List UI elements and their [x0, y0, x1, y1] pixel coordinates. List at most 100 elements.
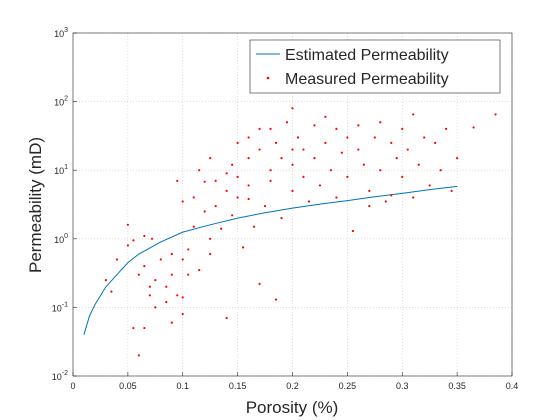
data-point: [335, 127, 338, 130]
data-point: [324, 115, 327, 118]
data-point: [247, 197, 250, 201]
data-point: [247, 136, 250, 139]
data-point: [406, 148, 409, 151]
data-point: [209, 157, 212, 160]
data-point: [181, 200, 184, 203]
tick-exponent: -1: [62, 301, 68, 308]
data-point: [324, 141, 327, 145]
data-point: [231, 163, 234, 166]
data-point: [428, 184, 431, 187]
data-point: [203, 180, 206, 183]
data-point: [346, 136, 349, 139]
data-point: [417, 163, 420, 166]
data-point: [269, 169, 272, 172]
x-tick-label: 0.4: [506, 381, 519, 391]
data-point: [192, 225, 195, 228]
data-point: [269, 179, 272, 182]
data-point: [165, 300, 168, 304]
legend-box: [249, 39, 501, 94]
data-point: [357, 124, 360, 127]
data-point: [313, 124, 316, 127]
tick-exponent: 1: [64, 164, 68, 171]
x-tick-label: 0.35: [448, 381, 466, 391]
tick-base: 10: [52, 372, 62, 382]
data-point: [258, 282, 261, 286]
data-point: [104, 279, 108, 282]
data-point: [209, 237, 212, 240]
x-tick-label: 0.2: [286, 381, 299, 391]
data-point: [445, 127, 448, 130]
data-point: [252, 225, 256, 228]
data-point: [291, 163, 294, 166]
data-point: [181, 296, 184, 299]
labels: 0 0.05 0.1 0.15 0.2 0.25 0.3 0.35 0.410-210-1100…: [52, 27, 519, 391]
data-point: [368, 189, 371, 192]
tick-base: 10: [52, 303, 62, 313]
data-point: [258, 127, 261, 130]
data-point: [170, 252, 173, 256]
data-point: [187, 273, 190, 276]
y-tick-label: 100: [54, 233, 68, 245]
data-point: [165, 285, 168, 288]
tick-exponent: 2: [64, 96, 68, 103]
data-point: [401, 127, 404, 130]
data-point: [302, 175, 305, 178]
x-tick-label: 0.3: [396, 381, 409, 391]
data-point: [280, 217, 283, 220]
data-point: [126, 244, 129, 247]
y-tick-label: 102: [54, 96, 68, 108]
data-point: [390, 141, 393, 145]
legend-label: Estimated Permeability: [285, 47, 449, 64]
data-point: [150, 237, 154, 240]
data-point: [148, 285, 151, 288]
data-point: [412, 113, 415, 116]
data-point: [395, 157, 398, 160]
tick-exponent: 0: [64, 233, 68, 240]
data-point: [159, 258, 162, 261]
y-tick-label: 10-2: [52, 370, 68, 382]
data-point: [434, 141, 437, 145]
tick-exponent: -2: [62, 370, 68, 377]
data-point: [181, 312, 184, 316]
data-point: [335, 196, 338, 199]
data-point: [154, 279, 157, 282]
data-point: [291, 107, 294, 110]
data-point: [143, 326, 146, 330]
data-point: [423, 136, 426, 139]
data-point: [274, 141, 278, 145]
data-point: [187, 248, 190, 251]
x-tick-label: 0.05: [119, 381, 137, 391]
data-point: [225, 316, 228, 320]
data-point: [269, 127, 272, 130]
data-point: [258, 148, 261, 151]
data-point: [176, 294, 179, 297]
data-point: [242, 246, 245, 249]
legend: Estimated Permeability Measured Permeabil…: [249, 39, 501, 94]
data-point: [291, 148, 294, 151]
data-point: [214, 179, 217, 182]
x-tick-label: 0.1: [176, 381, 189, 391]
data-point: [340, 151, 343, 154]
data-point: [439, 169, 442, 172]
data-point: [225, 172, 228, 175]
estimated-line: [83, 185, 458, 335]
y-tick-label: 103: [54, 27, 68, 39]
legend-label: Measured Permeability: [285, 71, 449, 88]
data-point: [379, 169, 382, 172]
data-point: [318, 184, 322, 187]
data-point: [137, 354, 140, 357]
data-point: [291, 189, 294, 192]
data-point: [247, 184, 250, 187]
x-tick-label: 0: [70, 381, 75, 391]
data-point: [198, 268, 201, 272]
data-point: [214, 204, 217, 208]
tick-exponent: 3: [64, 27, 68, 34]
marks: [83, 107, 497, 357]
data-point: [390, 194, 393, 197]
data-point: [137, 273, 140, 276]
data-point: [132, 326, 135, 330]
data-point: [148, 294, 151, 297]
data-point: [494, 113, 497, 116]
data-point: [236, 141, 239, 145]
data-point: [302, 148, 305, 151]
